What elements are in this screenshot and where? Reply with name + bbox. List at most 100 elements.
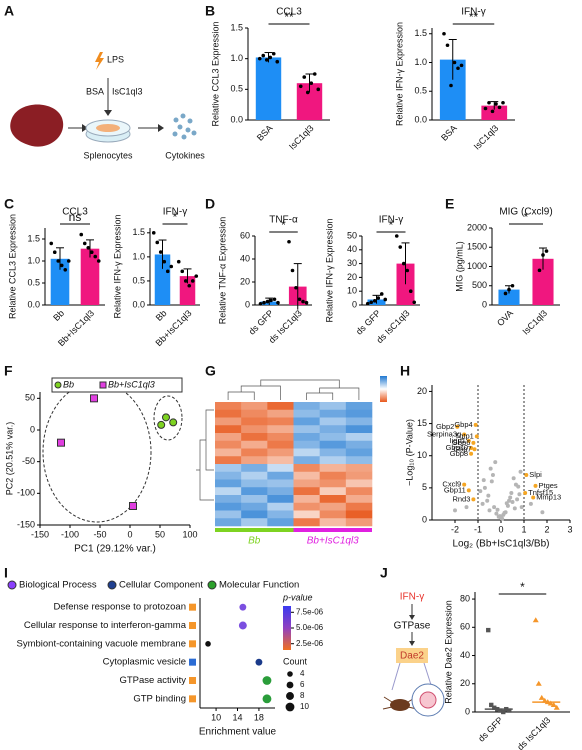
heatmap-cell (241, 440, 268, 449)
heatmap-cell (319, 502, 347, 511)
y-tick-label: 1.5 (132, 227, 145, 237)
data-point (165, 269, 170, 274)
heatmap-cell (267, 409, 294, 418)
data-point (528, 501, 533, 506)
data-point (538, 694, 545, 700)
data-point (474, 434, 479, 439)
size-legend-marker (285, 702, 295, 712)
heatmap-cell (267, 425, 294, 434)
data-point (481, 478, 486, 483)
data-point (490, 109, 495, 114)
y-tick-label: 60 (240, 230, 250, 240)
heatmap-cell (293, 425, 320, 434)
heatmap-cell (267, 448, 294, 457)
data-point (66, 259, 71, 263)
point-label: Gbp10 (446, 443, 469, 452)
y-tick-label: 50 (25, 393, 35, 403)
data-point (180, 269, 185, 274)
y-tick-label: 0.5 (132, 275, 145, 285)
data-point (301, 299, 305, 304)
data-point (553, 704, 560, 710)
data-point (503, 291, 508, 296)
significance-label: ** (469, 10, 479, 24)
size-legend-marker (287, 671, 293, 677)
data-point (517, 492, 522, 497)
x-tick-label: 3 (567, 524, 572, 534)
x-tick-label: ds GFP (476, 715, 505, 744)
data-point (507, 498, 512, 503)
data-point (494, 102, 498, 106)
heatmap-cell (345, 409, 373, 418)
chart-title: CCL3 (62, 207, 88, 218)
heatmap-cell (241, 409, 268, 418)
point-label: Slpi (529, 470, 542, 479)
data-point (507, 287, 511, 292)
chart-title: IFN-γ (461, 7, 485, 18)
dot (262, 676, 272, 685)
data-point (480, 501, 485, 506)
heatmap-cell (215, 440, 242, 449)
data-point (494, 511, 499, 516)
x-tick-label: IsC1ql3 (287, 123, 316, 152)
y-tick-label: 0 (245, 299, 250, 309)
cell-core (419, 691, 437, 709)
x-tick-label: -2 (451, 524, 459, 534)
heatmap-cell (215, 510, 242, 519)
heatmap-cell (293, 402, 320, 411)
node-label: Dae2 (400, 651, 424, 662)
data-point (472, 447, 477, 452)
y-tick-label: 1.5 (230, 22, 243, 32)
heatmap-cell (345, 456, 373, 465)
bar (481, 105, 508, 120)
data-point (469, 451, 474, 456)
y-tick-label: 0.5 (414, 86, 427, 96)
data-point (305, 90, 310, 95)
heatmap-cell (267, 417, 294, 426)
y-tick-label: 0 (30, 424, 35, 434)
data-point (257, 56, 262, 61)
bar (154, 254, 171, 305)
data-point (445, 43, 450, 48)
significance-label: ** (284, 10, 294, 24)
y-tick-label: 80 (460, 593, 470, 603)
heatmap-cell (293, 417, 320, 426)
x-tick-label: 1 (521, 524, 526, 534)
category-marker (189, 695, 196, 703)
y-tick-label: 10 (347, 286, 357, 296)
panel-label: J (380, 565, 388, 581)
heatmap-cell (345, 495, 373, 504)
category-marker (189, 677, 196, 684)
panel-label: I (4, 565, 8, 581)
heatmap-cell (215, 417, 242, 426)
significance-label: * (173, 210, 178, 224)
y-tick-label: 50 (347, 230, 357, 240)
data-point (466, 438, 471, 443)
data-point (129, 502, 137, 510)
spleen (10, 104, 64, 147)
heatmap-cell (215, 495, 242, 504)
data-point (455, 424, 460, 429)
data-point (508, 495, 513, 500)
data-point (304, 300, 309, 305)
point-label: Ptges (539, 481, 558, 490)
heatmap-cell (345, 433, 373, 442)
heatmap-cell (319, 425, 347, 434)
y-axis-label: Relative IFN-γ Expression (324, 218, 334, 322)
colorbar-title: p-value (282, 592, 313, 602)
data-point (487, 100, 491, 105)
dot (262, 694, 272, 704)
cells (96, 124, 120, 132)
colorbar (380, 376, 387, 402)
category-label: Symbiont-containing vacuole membrane (16, 638, 186, 649)
data-point (478, 489, 483, 494)
data-point (469, 446, 474, 450)
heatmap-cell (241, 518, 268, 527)
heatmap-cell (293, 448, 320, 457)
heatmap-cell (267, 502, 294, 511)
data-point (473, 422, 478, 427)
point-label: Iigp1 (450, 436, 466, 445)
colorbar-tick-label: 7.5e-06 (296, 607, 324, 616)
point-label: Rnd3 (452, 494, 470, 503)
heatmap-cell (293, 479, 320, 488)
panel-label: A (4, 3, 14, 19)
